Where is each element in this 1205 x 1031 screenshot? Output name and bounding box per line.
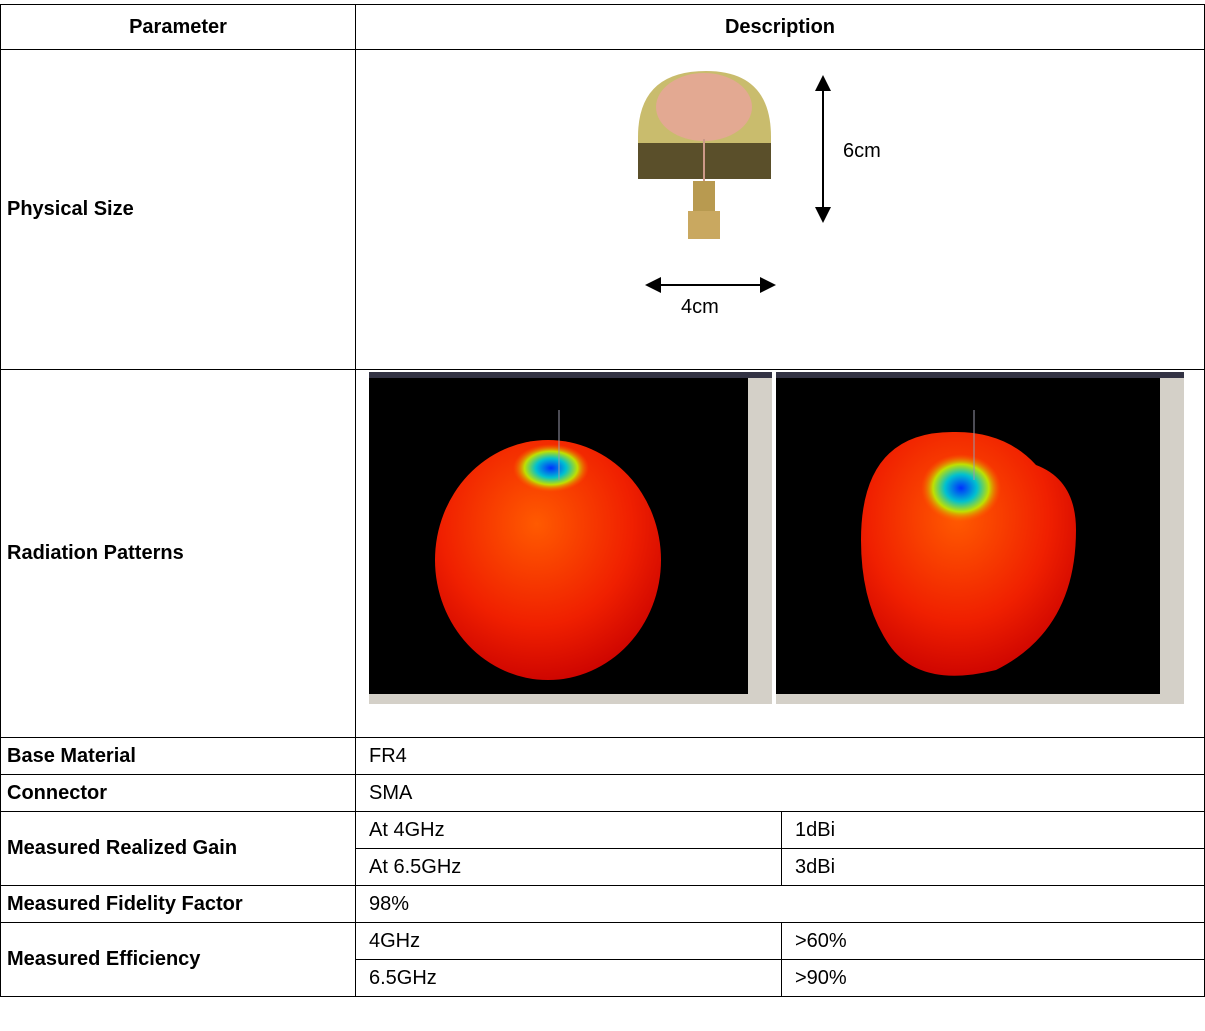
page: Parameter Description Physical Size 6cm …: [0, 4, 1205, 1031]
value: 3dBi: [782, 849, 1205, 886]
spec-table: Parameter Description Physical Size 6cm …: [0, 4, 1205, 997]
parameter: Connector: [1, 775, 356, 812]
image-cell: [356, 370, 1205, 738]
dimension-label: 6cm: [843, 140, 881, 162]
row: Measured Fidelity Factor 98%: [1, 886, 1205, 923]
dimension-label: 4cm: [681, 296, 719, 318]
image-cell: 6cm 4cm: [356, 50, 1205, 370]
parameter: Measured Realized Gain: [1, 812, 356, 886]
connector: [693, 181, 715, 211]
header-row: Parameter Description: [1, 5, 1205, 50]
row: Physical Size 6cm 4cm: [1, 50, 1205, 370]
value: SMA: [356, 775, 1205, 812]
parameter: Physical Size: [1, 50, 356, 370]
parameter: Base Material: [1, 738, 356, 775]
condition: At 6.5GHz: [356, 849, 782, 886]
row: Base Material FR4: [1, 738, 1205, 775]
row: Measured Realized Gain At 4GHz 1dBi: [1, 812, 1205, 849]
value: >90%: [782, 960, 1205, 997]
parameter: Measured Fidelity Factor: [1, 886, 356, 923]
parameter: Radiation Patterns: [1, 370, 356, 738]
radiation-figure: [356, 370, 1204, 736]
value: 98%: [356, 886, 1205, 923]
value: FR4: [356, 738, 1205, 775]
antenna-patch: [656, 73, 752, 141]
condition: 4GHz: [356, 923, 782, 960]
header-cell: Description: [356, 5, 1205, 50]
screenshot: [369, 372, 772, 704]
condition: 6.5GHz: [356, 960, 782, 997]
parameter: Measured Efficiency: [1, 923, 356, 997]
value: 1dBi: [782, 812, 1205, 849]
antenna-figure: 6cm 4cm: [356, 51, 1204, 369]
value: >60%: [782, 923, 1205, 960]
row: Connector SMA: [1, 775, 1205, 812]
row: Measured Efficiency 4GHz >60%: [1, 923, 1205, 960]
connector: [688, 211, 720, 239]
condition: At 4GHz: [356, 812, 782, 849]
header-cell: Parameter: [1, 5, 356, 50]
screenshot: [776, 372, 1184, 704]
row: Radiation Patterns: [1, 370, 1205, 738]
